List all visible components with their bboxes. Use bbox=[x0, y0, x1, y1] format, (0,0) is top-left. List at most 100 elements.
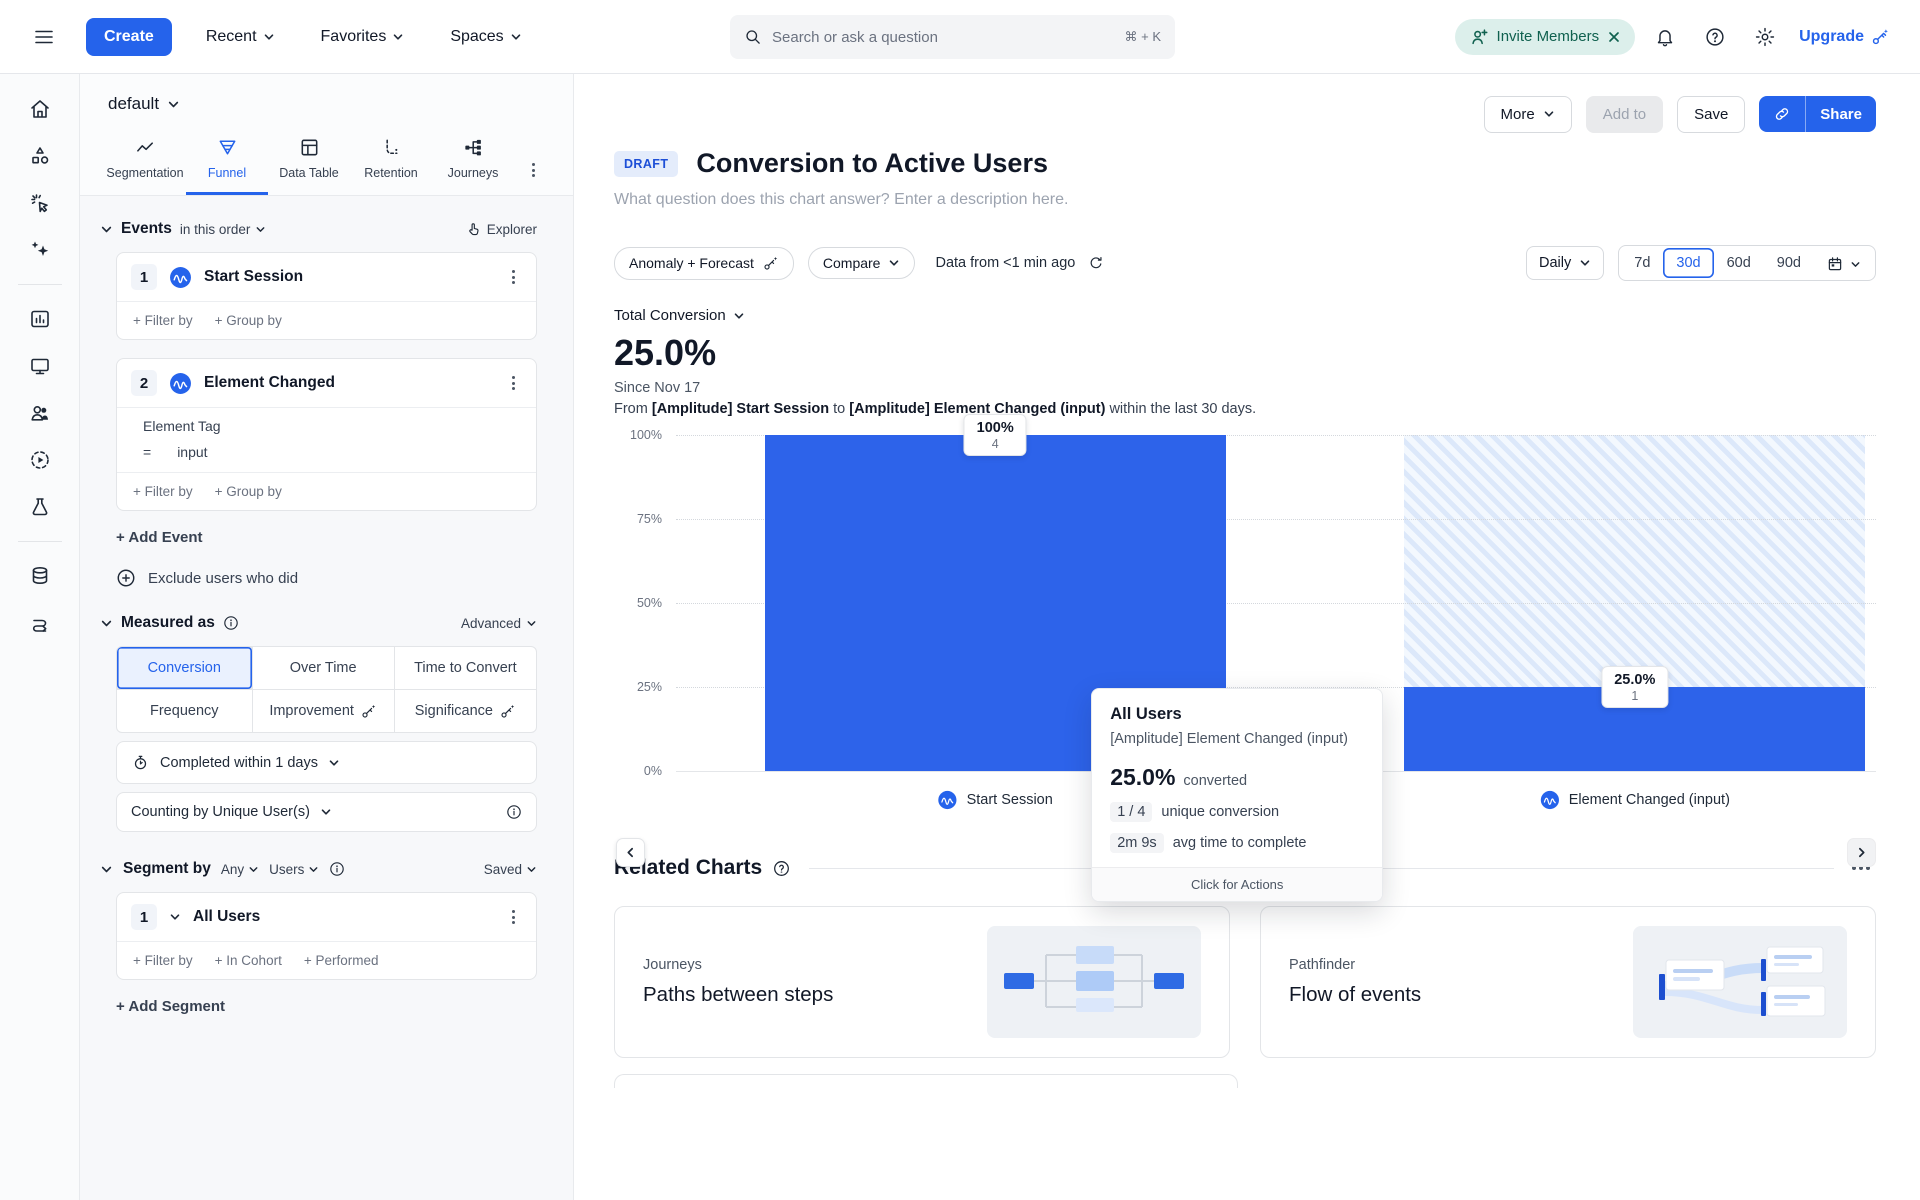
spaces-menu[interactable]: Spaces bbox=[438, 18, 533, 56]
tab-journeys[interactable]: Journeys bbox=[432, 130, 514, 195]
counting-by[interactable]: Counting by Unique User(s) bbox=[116, 792, 537, 832]
collapse-chevron-icon[interactable] bbox=[100, 863, 113, 876]
advanced-toggle[interactable]: Advanced bbox=[461, 616, 537, 631]
ai-sparkles-icon[interactable] bbox=[20, 237, 60, 263]
info-icon[interactable] bbox=[223, 615, 239, 631]
create-button[interactable]: Create bbox=[86, 17, 172, 56]
save-button[interactable]: Save bbox=[1677, 95, 1746, 133]
upgrade-link[interactable]: Upgrade bbox=[1799, 27, 1890, 47]
event-cursor-icon[interactable] bbox=[20, 190, 60, 216]
related-card-journeys[interactable]: Journeys Paths between steps bbox=[614, 906, 1230, 1058]
segment-users-selector[interactable]: Users bbox=[269, 862, 319, 877]
dashboards-icon[interactable] bbox=[20, 353, 60, 379]
recent-menu[interactable]: Recent bbox=[194, 18, 287, 56]
metric-selector[interactable]: Total Conversion bbox=[614, 307, 745, 324]
chevron-down-icon[interactable] bbox=[169, 911, 181, 923]
x-label-element-changed[interactable]: Element Changed (input) bbox=[1540, 790, 1730, 810]
help-circle-icon[interactable] bbox=[772, 859, 791, 878]
favorites-menu[interactable]: Favorites bbox=[309, 18, 417, 56]
add-to-button[interactable]: Add to bbox=[1585, 95, 1664, 133]
granularity-dropdown[interactable]: Daily bbox=[1526, 246, 1605, 280]
global-search[interactable]: ⌘ + K bbox=[730, 15, 1175, 59]
property-value[interactable]: input bbox=[177, 444, 208, 460]
tab-data-table[interactable]: Data Table bbox=[268, 130, 350, 195]
collapse-chevron-icon[interactable] bbox=[100, 617, 113, 630]
measure-significance[interactable]: Significance bbox=[394, 690, 536, 732]
notifications-bell-icon[interactable] bbox=[1645, 17, 1685, 57]
session-replay-icon[interactable] bbox=[20, 447, 60, 473]
info-icon[interactable] bbox=[329, 861, 345, 877]
charts-icon[interactable] bbox=[20, 306, 60, 332]
add-segment-button[interactable]: + Add Segment bbox=[116, 998, 226, 1015]
workspace-selector[interactable]: default bbox=[104, 92, 184, 116]
funnel-next-button[interactable] bbox=[1847, 838, 1876, 867]
close-icon[interactable] bbox=[1607, 30, 1621, 44]
related-card-pathfinder[interactable]: Pathfinder Flow of events bbox=[1260, 906, 1876, 1058]
saved-segments[interactable]: Saved bbox=[484, 862, 537, 877]
page-title[interactable]: Conversion to Active Users bbox=[696, 148, 1048, 178]
range-90d[interactable]: 90d bbox=[1776, 255, 1801, 271]
measure-time-to-convert[interactable]: Time to Convert bbox=[394, 647, 536, 689]
y-tick: 50% bbox=[636, 596, 662, 610]
search-input[interactable] bbox=[772, 28, 1115, 46]
copy-link-button[interactable] bbox=[1759, 96, 1807, 132]
event-group-by[interactable]: + Group by bbox=[214, 484, 282, 499]
measure-improvement[interactable]: Improvement bbox=[252, 690, 394, 732]
segment-in-cohort[interactable]: + In Cohort bbox=[214, 953, 282, 968]
tooltip-actions[interactable]: Click for Actions bbox=[1092, 866, 1383, 901]
measure-frequency[interactable]: Frequency bbox=[117, 690, 252, 732]
related-overflow-menu[interactable] bbox=[1846, 860, 1876, 876]
measure-over-time[interactable]: Over Time bbox=[252, 647, 394, 689]
tab-funnel[interactable]: Funnel bbox=[186, 130, 268, 195]
hamburger-menu-icon[interactable] bbox=[24, 17, 64, 57]
measure-conversion[interactable]: Conversion bbox=[117, 647, 252, 689]
anomaly-forecast-toggle[interactable]: Anomaly + Forecast bbox=[614, 246, 794, 280]
custom-date-range[interactable] bbox=[1814, 250, 1873, 276]
data-flow-icon[interactable] bbox=[20, 610, 60, 636]
description-placeholder[interactable]: What question does this chart answer? En… bbox=[614, 191, 1069, 208]
conversion-description: From [Amplitude] Start Session to [Ampli… bbox=[614, 401, 1257, 417]
refresh-icon[interactable] bbox=[1087, 254, 1105, 272]
range-60d[interactable]: 60d bbox=[1726, 255, 1751, 271]
tab-retention[interactable]: Retention bbox=[350, 130, 432, 195]
range-30d[interactable]: 30d bbox=[1663, 248, 1713, 278]
settings-gear-icon[interactable] bbox=[1745, 17, 1785, 57]
event-property[interactable]: Element Tag bbox=[143, 418, 221, 434]
tab-segmentation[interactable]: Segmentation bbox=[104, 130, 186, 195]
conversion-window[interactable]: Completed within 1 days bbox=[116, 741, 537, 784]
segment-filter-by[interactable]: + Filter by bbox=[133, 953, 193, 968]
compare-dropdown[interactable]: Compare bbox=[807, 247, 916, 279]
segment-performed[interactable]: + Performed bbox=[303, 953, 379, 968]
collapse-chevron-icon[interactable] bbox=[100, 223, 113, 236]
event-group-by[interactable]: + Group by bbox=[214, 313, 282, 328]
segment-options-menu[interactable] bbox=[504, 910, 522, 924]
assets-shapes-icon[interactable] bbox=[20, 143, 60, 169]
plot-area[interactable]: 100% 75% 50% 25% 0% 100% 4 25.0% 1 bbox=[630, 414, 1876, 902]
audiences-icon[interactable] bbox=[20, 400, 60, 426]
home-icon[interactable] bbox=[20, 96, 60, 122]
events-order-selector[interactable]: in this order bbox=[180, 222, 267, 237]
exclude-users-button[interactable]: Exclude users who did bbox=[116, 568, 298, 588]
help-icon[interactable] bbox=[1695, 17, 1735, 57]
event-options-menu[interactable] bbox=[504, 376, 522, 390]
more-button[interactable]: More bbox=[1483, 95, 1572, 133]
event-filter-by[interactable]: + Filter by bbox=[133, 313, 193, 328]
range-7d[interactable]: 7d bbox=[1634, 255, 1651, 271]
explorer-button[interactable]: Explorer bbox=[465, 221, 537, 238]
related-card-partial bbox=[614, 1074, 1238, 1088]
data-database-icon[interactable] bbox=[20, 563, 60, 589]
experiments-flask-icon[interactable] bbox=[20, 494, 60, 520]
add-event-button[interactable]: + Add Event bbox=[116, 529, 203, 546]
tabs-overflow-menu[interactable] bbox=[524, 163, 542, 195]
data-freshness-text: Data from <1 min ago bbox=[935, 255, 1076, 271]
event-filter-by[interactable]: + Filter by bbox=[133, 484, 193, 499]
segment-any-selector[interactable]: Any bbox=[221, 862, 259, 877]
funnel-prev-button[interactable] bbox=[616, 838, 645, 867]
date-range-group: 7d 30d 60d 90d bbox=[1618, 245, 1876, 281]
invite-members-pill[interactable]: Invite Members bbox=[1454, 18, 1636, 55]
event-options-menu[interactable] bbox=[504, 270, 522, 284]
share-button[interactable]: Share bbox=[1806, 96, 1876, 132]
info-icon[interactable] bbox=[506, 804, 522, 820]
property-operator[interactable]: = bbox=[143, 444, 152, 460]
x-label-start-session[interactable]: Start Session bbox=[938, 790, 1053, 810]
